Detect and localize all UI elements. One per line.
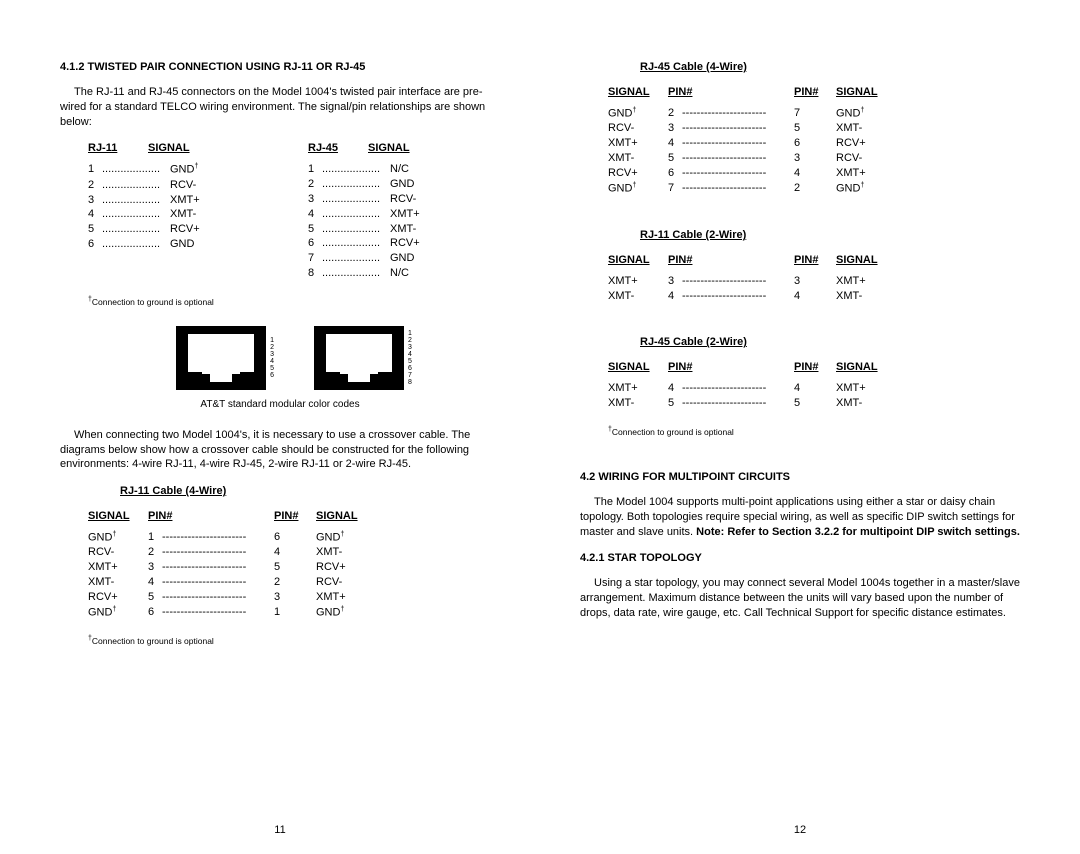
pin-row: 4...................XMT- (88, 207, 248, 222)
rj11-4wire-rows: GND†1-----------------------6GND†RCV-2--… (88, 530, 500, 620)
pin-row: 1...................N/C (308, 162, 468, 177)
cross-row: XMT-4-----------------------2RCV- (88, 575, 500, 590)
rj45-jack: 1 2 3 4 5 6 7 8 (314, 326, 412, 390)
cross-row: XMT-5-----------------------3RCV- (608, 151, 1020, 166)
pin-row: 3...................RCV- (308, 192, 468, 207)
pin-row: 2...................GND (308, 177, 468, 192)
section-412-title: 4.1.2 TWISTED PAIR CONNECTION USING RJ-1… (60, 60, 500, 75)
section-421-title: 4.2.1 STAR TOPOLOGY (580, 551, 1020, 566)
rj45-4wire-title: RJ-45 Cable (4-Wire) (640, 60, 1020, 75)
para-421: Using a star topology, you may connect s… (580, 576, 1020, 621)
cross-row: XMT+4-----------------------6RCV+ (608, 136, 1020, 151)
rj11-jack: 1 2 3 4 5 6 (176, 326, 274, 390)
cross-row: RCV-3-----------------------5XMT- (608, 121, 1020, 136)
pin-row: 6...................GND (88, 237, 248, 252)
page-number-11: 11 (60, 823, 500, 838)
pin-row: 4...................XMT+ (308, 207, 468, 222)
cross-row: XMT-4-----------------------4XMT- (608, 289, 1020, 304)
rj11-table: RJ-11 SIGNAL 1...................GND†2..… (88, 141, 248, 281)
pin-row: 6...................RCV+ (308, 236, 468, 251)
pin-row: 7...................GND (308, 251, 468, 266)
pin-signal-tables: RJ-11 SIGNAL 1...................GND†2..… (88, 141, 500, 281)
right-column: RJ-45 Cable (4-Wire) SIGNAL PIN# PIN# SI… (580, 60, 1020, 814)
rj45-2wire-title: RJ-45 Cable (2-Wire) (640, 335, 1020, 350)
cross-header: SIGNAL PIN# PIN# SIGNAL (608, 85, 1020, 100)
rj11-pin-numbers: 1 2 3 4 5 6 (270, 337, 274, 379)
cross-header: SIGNAL PIN# PIN# SIGNAL (608, 360, 1020, 375)
cross-row: RCV+5-----------------------3XMT+ (88, 590, 500, 605)
rj45-table: RJ-45 SIGNAL 1...................N/C2...… (308, 141, 468, 281)
cross-row: GND†6-----------------------1GND† (88, 605, 500, 621)
para-42: The Model 1004 supports multi-point appl… (580, 495, 1020, 540)
cross-row: GND†1-----------------------6GND† (88, 530, 500, 546)
cross-row: GND†2-----------------------7GND† (608, 106, 1020, 122)
intro-paragraph: The RJ-11 and RJ-45 connectors on the Mo… (60, 85, 500, 130)
pin-row: 2...................RCV- (88, 178, 248, 193)
cross-row: GND†7-----------------------2GND† (608, 181, 1020, 197)
cross-header: SIGNAL PIN# PIN# SIGNAL (608, 253, 1020, 268)
pin-row: 8...................N/C (308, 266, 468, 281)
pin-row: 5...................RCV+ (88, 222, 248, 237)
cross-row: RCV+6-----------------------4XMT+ (608, 166, 1020, 181)
signal-header: SIGNAL (368, 141, 410, 156)
footnote-2: †Connection to ground is optional (88, 634, 500, 647)
footnote-right: †Connection to ground is optional (608, 425, 1020, 438)
cross-row: XMT+4-----------------------4XMT+ (608, 381, 1020, 396)
left-column: 4.1.2 TWISTED PAIR CONNECTION USING RJ-1… (60, 60, 500, 814)
cross-row: RCV-2-----------------------4XMT- (88, 545, 500, 560)
pin-row: 5...................XMT- (308, 222, 468, 237)
rj11-2wire-rows: XMT+3-----------------------3XMT+XMT-4--… (608, 274, 1020, 304)
rj11-2wire-title: RJ-11 Cable (2-Wire) (640, 228, 1020, 243)
jack-diagrams: 1 2 3 4 5 6 1 2 3 4 5 6 7 8 (88, 326, 500, 390)
rj45-header: RJ-45 (308, 141, 368, 156)
footnote-1: †Connection to ground is optional (88, 295, 500, 308)
rj45-4wire-rows: GND†2-----------------------7GND†RCV-3--… (608, 106, 1020, 196)
cross-row: XMT+3-----------------------5RCV+ (88, 560, 500, 575)
pin-row: 1...................GND† (88, 162, 248, 178)
rj11-header: RJ-11 (88, 141, 148, 156)
section-42-title: 4.2 WIRING FOR MULTIPOINT CIRCUITS (580, 470, 1020, 485)
rj45-pin-numbers: 1 2 3 4 5 6 7 8 (408, 330, 412, 386)
crossover-paragraph: When connecting two Model 1004's, it is … (60, 428, 500, 473)
rj11-4wire-title: RJ-11 Cable (4-Wire) (120, 484, 500, 499)
cross-row: XMT-5-----------------------5XMT- (608, 396, 1020, 411)
pin-row: 3...................XMT+ (88, 193, 248, 208)
cross-header: SIGNAL PIN# PIN# SIGNAL (88, 509, 500, 524)
signal-header: SIGNAL (148, 141, 190, 156)
rj45-2wire-rows: XMT+4-----------------------4XMT+XMT-5--… (608, 381, 1020, 411)
cross-row: XMT+3-----------------------3XMT+ (608, 274, 1020, 289)
jack-caption: AT&T standard modular color codes (60, 398, 500, 412)
page-number-12: 12 (580, 823, 1020, 838)
